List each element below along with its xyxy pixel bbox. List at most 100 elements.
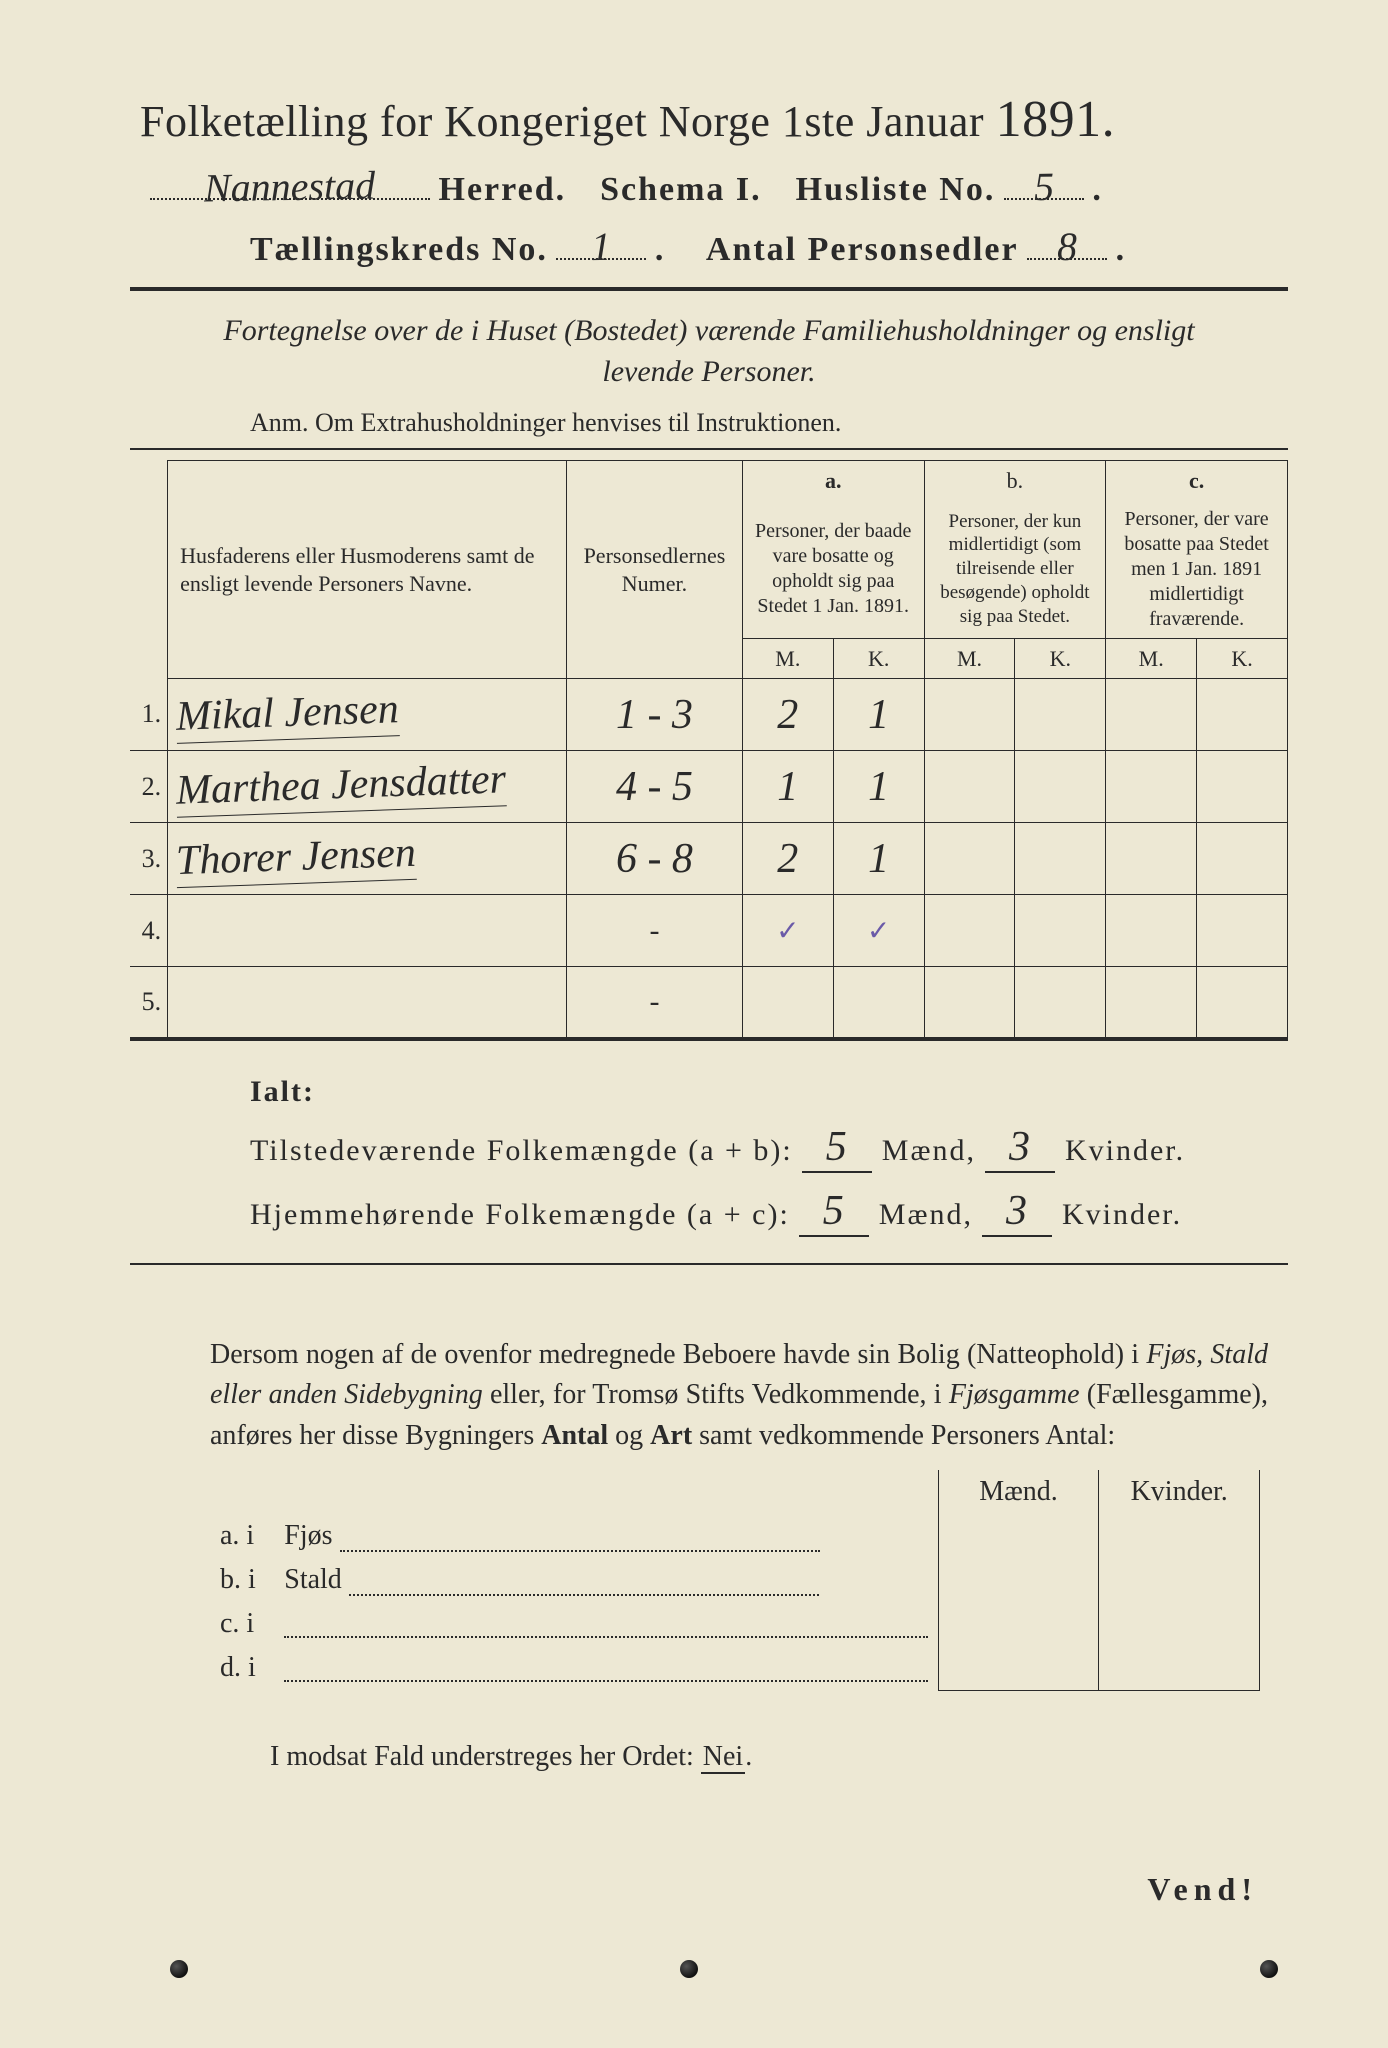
th-a-k: K. [833, 638, 924, 679]
pin-icon [680, 1960, 698, 1978]
table-row: 1. Mikal Jensen 1 - 3 2 1 [130, 679, 1288, 751]
sub-txt [274, 1602, 938, 1646]
num-cell: - [567, 895, 743, 967]
th-c-m: M. [1106, 638, 1197, 679]
nei-word: Nei [701, 1741, 745, 1774]
schema-label: Schema I. [600, 171, 762, 208]
kreds-label: Tællingskreds No. [250, 231, 548, 268]
sub-m [938, 1646, 1099, 1690]
th-b-label: b. [924, 461, 1106, 501]
kvinder-label: Kvinder. [1062, 1198, 1182, 1231]
cell-bK [1015, 823, 1106, 895]
title-year: 1891. [996, 91, 1116, 148]
building-paragraph: Dersom nogen af de ovenfor medregnede Be… [210, 1335, 1268, 1457]
sub-th-kvinder: Kvinder. [1099, 1470, 1260, 1514]
divider-1 [130, 287, 1288, 291]
kreds-value: 1 [591, 223, 612, 270]
cell-bM [924, 967, 1015, 1039]
th-a-text: Personer, der baade vare bosatte og opho… [742, 501, 924, 639]
cell-bM [924, 895, 1015, 967]
sub-lbl: b. i [210, 1558, 274, 1602]
th-names: Husfaderens eller Husmoderens samt de en… [168, 461, 567, 679]
kreds-field: 1 [556, 223, 646, 260]
household-table: Husfaderens eller Husmoderens samt de en… [130, 460, 1288, 1041]
row-num: 1. [130, 679, 168, 751]
row-num: 3. [130, 823, 168, 895]
pin-icon [170, 1960, 188, 1978]
sub-txt [274, 1646, 938, 1690]
name-cell [168, 895, 567, 967]
sub-m [938, 1514, 1099, 1558]
sub-k [1099, 1646, 1260, 1690]
header-line-3: Tællingskreds No. 1 . Antal Personsedler… [250, 223, 1288, 269]
tilstede-m-field: 5 [802, 1123, 872, 1173]
cell-aM: 2 [742, 679, 833, 751]
cell-aK: 1 [833, 823, 924, 895]
kvinder-label: Kvinder. [1065, 1134, 1185, 1167]
nei-pre: I modsat Fald understreges her Ordet: [270, 1741, 701, 1772]
vend-label: Vend! [1147, 1871, 1258, 1908]
cell-cK [1197, 895, 1288, 967]
num-cell: - [567, 967, 743, 1039]
table-body: 1. Mikal Jensen 1 - 3 2 1 2. Marthea Jen… [130, 679, 1288, 1039]
maend-label: Mænd, [879, 1198, 973, 1231]
sub-txt: Stald [274, 1558, 938, 1602]
header-line-2: Nannestad Herred. Schema I. Husliste No.… [150, 163, 1288, 209]
maend-label: Mænd, [882, 1134, 976, 1167]
th-a-m: M. [742, 638, 833, 679]
tilstede-label: Tilstedeværende Folkemængde (a + b): [250, 1134, 793, 1167]
row-num: 5. [130, 967, 168, 1039]
page-title: Folketælling for Kongeriget Norge 1ste J… [140, 90, 1288, 149]
name-cell: Mikal Jensen [168, 679, 567, 751]
ialt-label: Ialt: [250, 1075, 1288, 1109]
num-cell: 4 - 5 [567, 751, 743, 823]
row-num: 2. [130, 751, 168, 823]
sub-row: b. i Stald [210, 1558, 1260, 1602]
name-cell: Marthea Jensdatter [168, 751, 567, 823]
nei-line: I modsat Fald understreges her Ordet: Ne… [270, 1741, 1288, 1773]
building-table: Mænd. Kvinder. a. i Fjøs b. i Stald c. i… [210, 1470, 1260, 1691]
hjemme-k-field: 3 [982, 1187, 1052, 1237]
cell-cM [1106, 895, 1197, 967]
cell-cM [1106, 967, 1197, 1039]
sub-lbl: a. i [210, 1514, 274, 1558]
th-c-text: Personer, der vare bosatte paa Stedet me… [1106, 501, 1288, 639]
husliste-label: Husliste No. [796, 171, 996, 208]
fortegnelse-text: Fortegnelse over de i Huset (Bostedet) v… [190, 311, 1228, 392]
table-row: 2. Marthea Jensdatter 4 - 5 1 1 [130, 751, 1288, 823]
th-b-k: K. [1015, 638, 1106, 679]
totals-row-2: Hjemmehørende Folkemængde (a + c): 5 Mæn… [250, 1187, 1288, 1237]
sub-m [938, 1558, 1099, 1602]
totals-row-1: Tilstedeværende Folkemængde (a + b): 5 M… [250, 1123, 1288, 1173]
cell-bM [924, 751, 1015, 823]
antal-value: 8 [1057, 223, 1078, 270]
num-cell: 1 - 3 [567, 679, 743, 751]
row-num: 4. [130, 895, 168, 967]
table-row: 4. - ✓ ✓ [130, 895, 1288, 967]
th-personsedler: Personsedlernes Numer. [567, 461, 743, 679]
cell-bK [1015, 679, 1106, 751]
herred-value: Nannestad [204, 162, 376, 212]
sub-row: d. i [210, 1646, 1260, 1690]
census-form-page: Folketælling for Kongeriget Norge 1ste J… [0, 0, 1388, 2048]
antal-field: 8 [1027, 223, 1107, 260]
divider-2 [130, 448, 1288, 450]
th-c-k: K. [1197, 638, 1288, 679]
cell-cK [1197, 751, 1288, 823]
sub-row: c. i [210, 1602, 1260, 1646]
cell-bM [924, 823, 1015, 895]
name-cell: Thorer Jensen [168, 823, 567, 895]
th-b-m: M. [924, 638, 1015, 679]
cell-aM: 1 [742, 751, 833, 823]
herred-label: Herred. [439, 171, 567, 208]
cell-aM [742, 967, 833, 1039]
antal-label: Antal Personsedler [706, 231, 1019, 268]
herred-field: Nannestad [150, 163, 430, 200]
tilstede-k-field: 3 [985, 1123, 1055, 1173]
pin-icon [1260, 1960, 1278, 1978]
cell-aK: ✓ [833, 895, 924, 967]
sub-m [938, 1602, 1099, 1646]
cell-bK [1015, 751, 1106, 823]
name-cell [168, 967, 567, 1039]
th-c-label: c. [1106, 461, 1288, 501]
